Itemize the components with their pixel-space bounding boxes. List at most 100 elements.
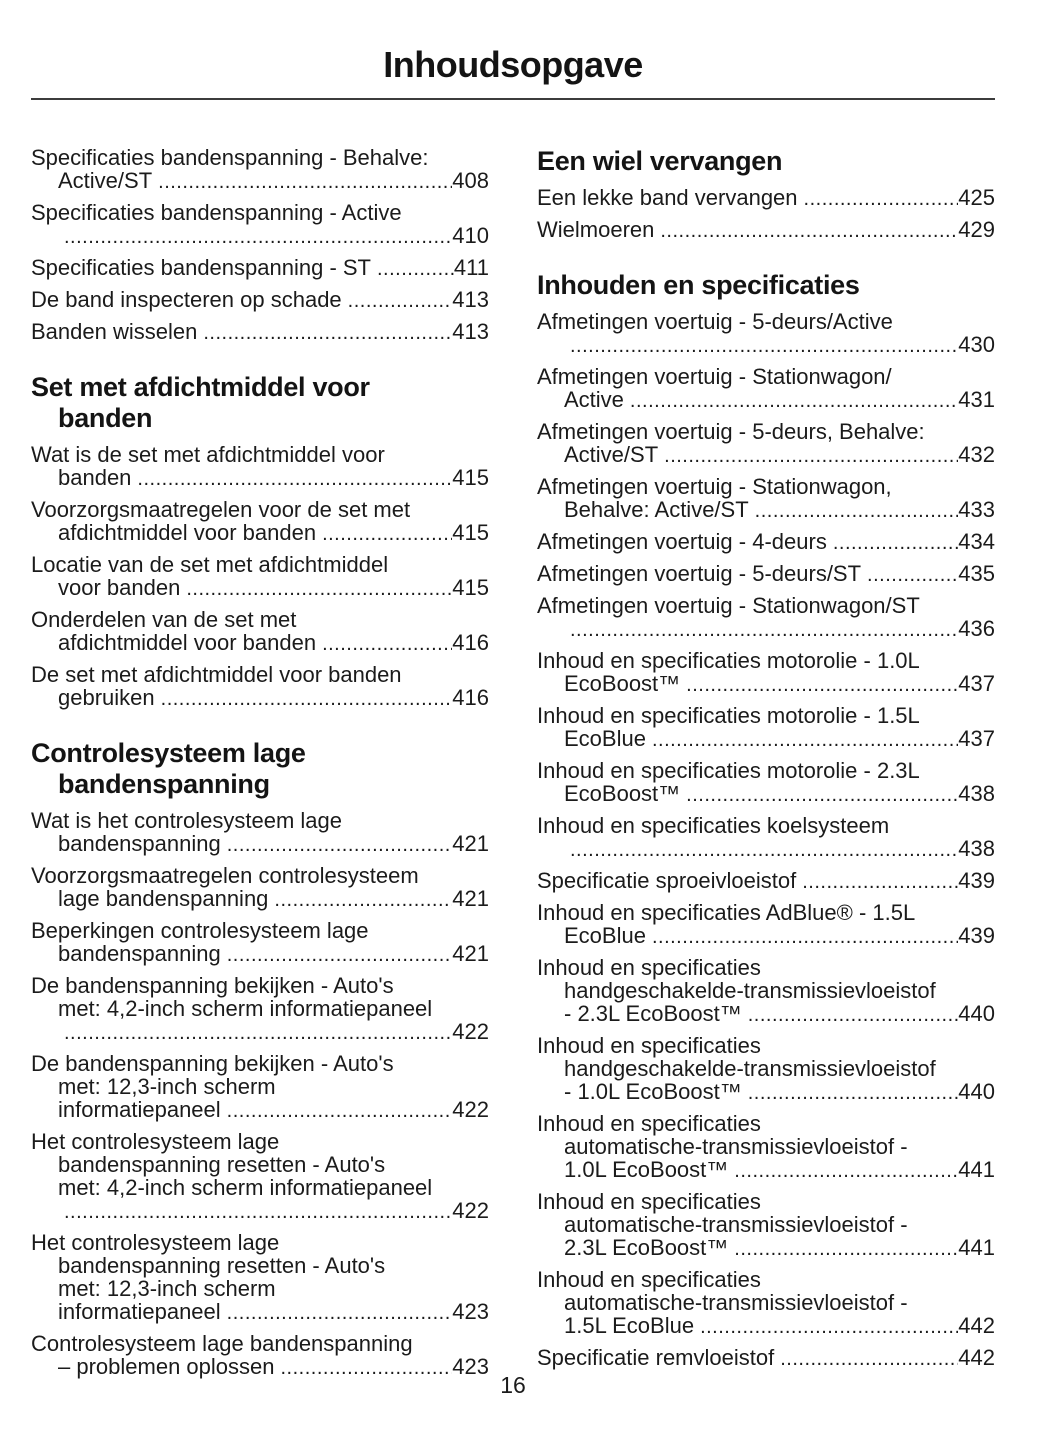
toc-entry-line: De band inspecteren op schade 413: [31, 288, 489, 313]
toc-entry-text: Afmetingen voertuig - Stationwagon/: [537, 364, 892, 389]
dot-leader: [158, 171, 452, 194]
toc-entry-page-number: 435: [958, 561, 995, 586]
dot-leader: [686, 674, 958, 697]
toc-entry-text: bandenspanning: [58, 941, 221, 966]
dot-leader: [686, 784, 958, 807]
toc-entry: Specificaties bandenspanning - ST 411: [31, 256, 489, 281]
toc-entry-line: handgeschakelde-transmissievloeistof: [537, 979, 995, 1002]
toc-entry: Wat is de set met afdichtmiddel voor band…: [31, 443, 489, 491]
toc-entry-line: Active/ST 408: [31, 169, 489, 194]
dot-leader: [664, 445, 958, 468]
toc-entry: Het controlesysteem lage bandenspanning r…: [31, 1231, 489, 1325]
toc-entry-page-number: 430: [958, 332, 995, 357]
toc-entry-line: banden 415: [31, 466, 489, 491]
toc-entry-line: Voorzorgsmaatregelen controlesysteem: [31, 864, 489, 887]
toc-entry-text: Afmetingen voertuig - 5-deurs, Behalve:: [537, 419, 925, 444]
toc-entry: Banden wisselen 413: [31, 320, 489, 345]
toc-entry: De bandenspanning bekijken - Auto's met: …: [31, 1052, 489, 1123]
toc-entry-line: Afmetingen voertuig - Stationwagon/ST: [537, 594, 995, 617]
toc-entry-line: EcoBoost™ 437: [537, 672, 995, 697]
toc-section: Een wiel vervangen Een lekke band vervang…: [537, 146, 995, 243]
section-heading: Controlesysteem lage bandenspanning: [31, 738, 489, 800]
toc-entry-text: - 2.3L EcoBoost™: [564, 1001, 742, 1026]
toc-entry-page-number: 437: [958, 726, 995, 751]
toc-entry: Inhoud en specificaties handgeschakelde-t…: [537, 956, 995, 1027]
toc-entry-line: EcoBlue 439: [537, 924, 995, 949]
toc-entry-page-number: 442: [958, 1345, 995, 1370]
toc-entry-text: – problemen oplossen: [58, 1354, 275, 1379]
toc-entry-text: Banden wisselen: [31, 319, 198, 344]
toc-entry-text: Het controlesysteem lage: [31, 1129, 280, 1154]
toc-entry-line: met: 4,2-inch scherm informatiepaneel: [31, 997, 489, 1020]
toc-entry-line: Inhoud en specificaties AdBlue® - 1.5L: [537, 901, 995, 924]
toc-entry: Inhoud en specificaties motorolie - 1.5L…: [537, 704, 995, 752]
dot-leader: [186, 578, 452, 601]
toc-entry-page-number: 415: [452, 575, 489, 600]
toc-entry-page-number: 413: [452, 287, 489, 312]
toc-entry-line: afdichtmiddel voor banden 415: [31, 521, 489, 546]
dot-leader: [322, 523, 452, 546]
toc-entry-text: 1.5L EcoBlue: [564, 1313, 695, 1338]
toc-entry: Afmetingen voertuig - Stationwagon/Activ…: [537, 365, 995, 413]
dot-leader: [322, 633, 452, 656]
toc-entry-line: Onderdelen van de set met: [31, 608, 489, 631]
toc-entry-text: Inhoud en specificaties koelsysteem: [537, 813, 890, 838]
toc-entry-line: Het controlesysteem lage: [31, 1231, 489, 1254]
toc-entry-page-number: 421: [452, 831, 489, 856]
toc-entry-line: 1.5L EcoBlue 442: [537, 1314, 995, 1339]
dot-leader: [833, 532, 958, 555]
toc-entry-line: Het controlesysteem lage: [31, 1130, 489, 1153]
toc-section: Controlesysteem lage bandenspanning Wat is…: [31, 738, 489, 1380]
toc-entry-line: met: 12,3-inch scherm: [31, 1277, 489, 1300]
toc-entry-text: Inhoud en specificaties: [537, 1267, 761, 1292]
toc-entry: Inhoud en specificaties AdBlue® - 1.5L Ec…: [537, 901, 995, 949]
toc-entry-page-number: 440: [958, 1079, 995, 1104]
toc-entry-line: voor banden 415: [31, 576, 489, 601]
dot-leader: [570, 335, 958, 358]
section-heading: Een wiel vervangen: [537, 146, 995, 177]
toc-entry-line: Inhoud en specificaties: [537, 1034, 995, 1057]
toc-entry-line: Voorzorgsmaatregelen voor de set met: [31, 498, 489, 521]
toc-entry: Wat is het controlesysteem lage bandenspa…: [31, 809, 489, 857]
dot-leader: [660, 220, 958, 243]
toc-entry-page-number: 431: [958, 387, 995, 412]
toc-entry: Voorzorgsmaatregelen controlesysteem lage…: [31, 864, 489, 912]
toc-entry-text: De bandenspanning bekijken - Auto's: [31, 1051, 394, 1076]
toc-entry-text: Specificaties bandenspanning - Behalve:: [31, 145, 429, 170]
toc-entry-text: met: 12,3-inch scherm: [58, 1276, 276, 1301]
dot-leader: [227, 834, 453, 857]
toc-entry-line: 438: [537, 837, 995, 862]
dot-leader: [227, 1100, 453, 1123]
toc-entry: Beperkingen controlesysteem lage bandensp…: [31, 919, 489, 967]
toc-entry: Afmetingen voertuig - 4-deurs 434: [537, 530, 995, 555]
toc-entry: Inhoud en specificaties motorolie - 2.3L…: [537, 759, 995, 807]
toc-entry-line: Afmetingen voertuig - 4-deurs 434: [537, 530, 995, 555]
toc-entry: Locatie van de set met afdichtmiddel voor…: [31, 553, 489, 601]
toc-entry-page-number: 429: [958, 217, 995, 242]
toc-entry-text: voor banden: [58, 575, 181, 600]
toc-entry-text: EcoBlue: [564, 923, 646, 948]
toc-entry-text: EcoBoost™: [564, 671, 681, 696]
toc-entry-line: bandenspanning 421: [31, 942, 489, 967]
toc-entry: Inhoud en specificaties motorolie - 1.0L…: [537, 649, 995, 697]
toc-entry: Controlesysteem lage bandenspanning – pro…: [31, 1332, 489, 1380]
toc-entry-text: bandenspanning: [58, 831, 221, 856]
toc-entry-line: Inhoud en specificaties motorolie - 1.5L: [537, 704, 995, 727]
toc-entry-text: EcoBoost™: [564, 781, 681, 806]
toc-entry-text: handgeschakelde-transmissievloeistof: [564, 1056, 936, 1081]
toc-entry-line: De set met afdichtmiddel voor banden: [31, 663, 489, 686]
toc-entry-line: - 2.3L EcoBoost™ 440: [537, 1002, 995, 1027]
toc-entry: Voorzorgsmaatregelen voor de set met afdi…: [31, 498, 489, 546]
toc-entry-text: Controlesysteem lage bandenspanning: [31, 1331, 413, 1356]
toc-entry-text: Voorzorgsmaatregelen controlesysteem: [31, 863, 419, 888]
toc-entry-line: EcoBlue 437: [537, 727, 995, 752]
toc-entry-page-number: 413: [452, 319, 489, 344]
toc-entry-line: 1.0L EcoBoost™ 441: [537, 1158, 995, 1183]
toc-entry-line: 422: [31, 1020, 489, 1045]
toc-entry-page-number: 408: [452, 168, 489, 193]
toc-entry-page-number: 439: [958, 923, 995, 948]
dot-leader: [867, 564, 958, 587]
toc-entry-line: bandenspanning resetten - Auto's: [31, 1254, 489, 1277]
toc-entry: Inhoud en specificaties automatische-tran…: [537, 1268, 995, 1339]
toc-entry-page-number: 434: [958, 529, 995, 554]
